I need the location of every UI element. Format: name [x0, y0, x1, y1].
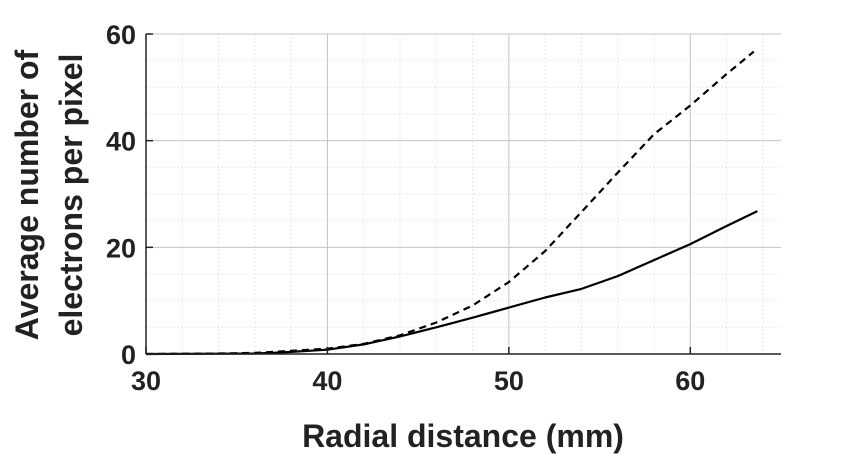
grid: [145, 33, 781, 355]
axes: [145, 33, 781, 355]
y-axis-label: Average number of electrons per pixel: [9, 49, 89, 340]
x-tick-label: 50: [494, 366, 524, 396]
x-tick-label: 40: [312, 366, 342, 396]
x-tick-label: 60: [675, 366, 705, 396]
y-tick-label: 40: [106, 127, 136, 157]
series-layer: [145, 50, 758, 356]
y-tick-label: 0: [121, 340, 136, 370]
series-line-dashed: [145, 50, 755, 356]
x-tick-label: 30: [131, 366, 161, 396]
y-axis-label-line-1: Average number of: [9, 49, 45, 340]
y-tick-label: 20: [106, 233, 136, 263]
x-axis-label: Radial distance (mm): [302, 418, 624, 454]
y-axis-label-line-2: electrons per pixel: [53, 54, 89, 337]
series-line-solid: [145, 210, 758, 356]
tick-labels: 30 40 50 60 0 20 40 60: [106, 20, 705, 396]
y-tick-label: 60: [106, 20, 136, 50]
